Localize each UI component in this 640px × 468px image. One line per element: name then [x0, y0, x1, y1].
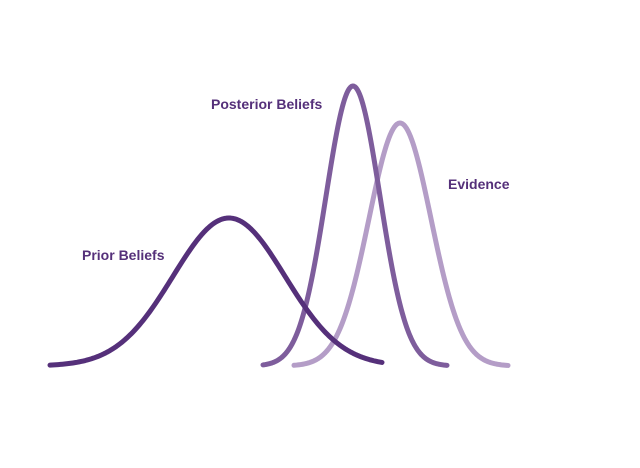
posterior-curve — [260, 83, 450, 368]
posterior-beliefs-label: Posterior Beliefs — [211, 96, 322, 112]
evidence-label: Evidence — [448, 176, 510, 192]
prior-beliefs-label: Prior Beliefs — [82, 247, 165, 263]
evidence-curve — [291, 120, 511, 368]
prior-curve — [47, 215, 385, 368]
